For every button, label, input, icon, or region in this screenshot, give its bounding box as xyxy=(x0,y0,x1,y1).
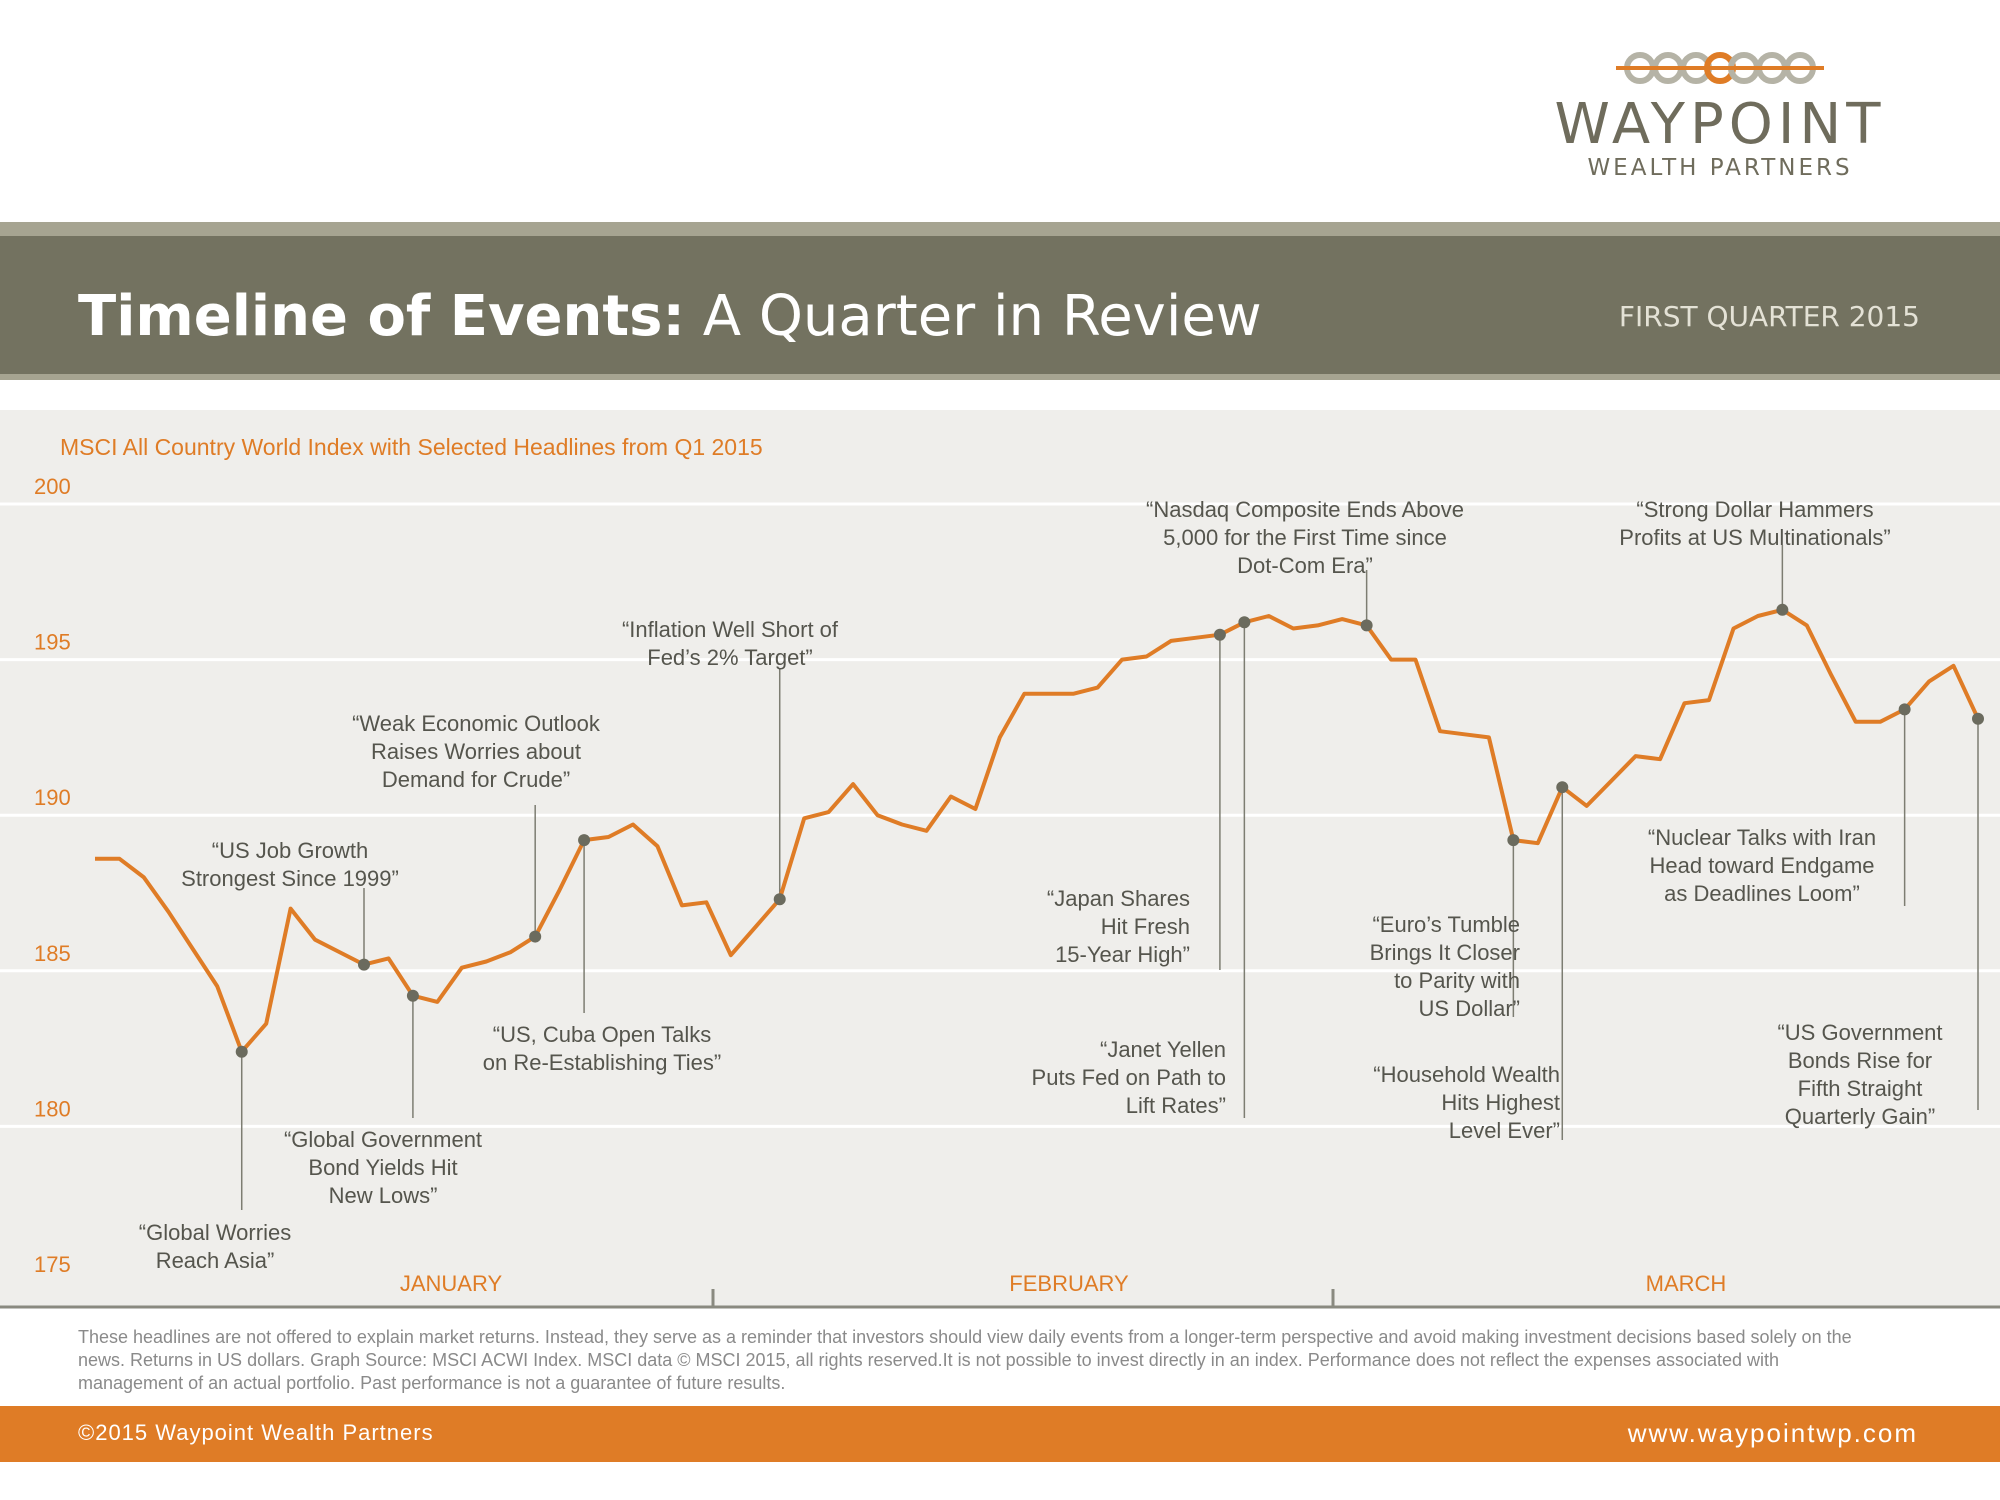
headline-marker xyxy=(529,930,542,943)
headline-label: Puts Fed on Path to xyxy=(1032,1065,1226,1090)
headline-label: Level Ever” xyxy=(1449,1118,1560,1143)
headline-marker xyxy=(1972,712,1984,725)
headline-label: “Inflation Well Short of xyxy=(622,617,839,642)
headline-label: Profits at US Multinationals” xyxy=(1619,525,1890,550)
headline-marker xyxy=(1776,603,1789,616)
footer-copyright: ©2015 Waypoint Wealth Partners xyxy=(78,1420,434,1445)
headline-label: Strongest Since 1999” xyxy=(181,866,399,891)
title-bar: Timeline of Events: A Quarter in Review … xyxy=(0,222,2000,380)
headline-marker xyxy=(1213,628,1226,641)
y-tick-label: 175 xyxy=(34,1252,71,1277)
waypoint-logo-icon xyxy=(1616,52,1824,84)
headline-marker xyxy=(1507,834,1520,847)
headline-label: Brings It Closer xyxy=(1370,940,1520,965)
y-tick-label: 200 xyxy=(34,474,71,499)
page-title-light: A Quarter in Review xyxy=(702,284,1262,349)
y-tick-label: 185 xyxy=(34,941,71,966)
headline-label: on Re-Establishing Ties” xyxy=(483,1050,721,1075)
x-month-label: MARCH xyxy=(1646,1271,1727,1296)
disclaimer: These headlines are not offered to expla… xyxy=(78,1327,1852,1393)
chart-title: MSCI All Country World Index with Select… xyxy=(60,434,763,460)
headline-label: “Global Government xyxy=(284,1127,482,1152)
headline-marker xyxy=(235,1045,248,1058)
headline-label: Bond Yields Hit xyxy=(308,1155,457,1180)
page-title-bold: Timeline of Events: xyxy=(78,284,685,349)
headline-label: to Parity with xyxy=(1394,968,1520,993)
y-tick-label: 195 xyxy=(34,630,71,655)
headline-label: Quarterly Gain” xyxy=(1785,1104,1935,1129)
headline-label: “Euro’s Tumble xyxy=(1372,912,1520,937)
headline-label: “Global Worries xyxy=(139,1220,291,1245)
headline-label: “US, Cuba Open Talks xyxy=(493,1022,711,1047)
headline-label: “US Job Growth xyxy=(212,838,369,863)
footer-url-link[interactable]: www.waypointwp.com xyxy=(1627,1418,1918,1448)
period-label: FIRST QUARTER 2015 xyxy=(1618,300,1920,333)
headline-label: Head toward Endgame xyxy=(1649,853,1874,878)
y-tick-label: 190 xyxy=(34,785,71,810)
headline-label: “Strong Dollar Hammers xyxy=(1636,497,1873,522)
headline-marker xyxy=(1898,703,1911,716)
headline-label: “US Government xyxy=(1777,1020,1942,1045)
x-month-label: JANUARY xyxy=(400,1271,503,1296)
headline-label: Fed’s 2% Target” xyxy=(647,645,813,670)
headline-marker xyxy=(578,834,591,847)
headline-label: “Japan Shares xyxy=(1047,886,1190,911)
headline-marker xyxy=(1556,781,1569,794)
chart-panel xyxy=(0,410,2000,1308)
headline-marker xyxy=(773,893,786,906)
series-line xyxy=(95,607,1980,1054)
headline-marker xyxy=(358,958,370,971)
headline-label: Raises Worries about xyxy=(371,739,581,764)
headline-label: “Nasdaq Composite Ends Above xyxy=(1146,497,1464,522)
x-month-label: FEBRUARY xyxy=(1009,1271,1129,1296)
page-title: Timeline of Events: A Quarter in Review xyxy=(78,284,1262,349)
headline-label: US Dollar” xyxy=(1419,996,1520,1021)
headline-label: “Weak Economic Outlook xyxy=(352,711,601,736)
headline-label: Reach Asia” xyxy=(156,1248,275,1273)
headline-label: 5,000 for the First Time since xyxy=(1163,525,1447,550)
footer-bar: ©2015 Waypoint Wealth Partners www.waypo… xyxy=(0,1406,2000,1462)
headline-label: “Household Wealth xyxy=(1373,1062,1560,1087)
headline-marker xyxy=(1360,619,1373,632)
y-tick-label: 180 xyxy=(34,1096,71,1121)
headline-label: 15-Year High” xyxy=(1055,942,1190,967)
logo-subtitle: WEALTH PARTNERS xyxy=(1587,155,1853,181)
headline-label: Demand for Crude” xyxy=(382,767,570,792)
headline-label: Hit Fresh xyxy=(1101,914,1190,939)
headline-label: as Deadlines Loom” xyxy=(1664,881,1860,906)
headline-label: Dot-Com Era” xyxy=(1237,553,1373,578)
headline-label: Fifth Straight xyxy=(1798,1076,1923,1101)
headline-marker xyxy=(1238,616,1251,629)
headline-label: “Nuclear Talks with Iran xyxy=(1648,825,1876,850)
headline-label: “Janet Yellen xyxy=(1100,1037,1226,1062)
headline-marker xyxy=(406,989,419,1002)
headline-label: Bonds Rise for xyxy=(1788,1048,1932,1073)
headline-label: New Lows” xyxy=(329,1183,438,1208)
headline-label: Hits Highest xyxy=(1441,1090,1560,1115)
logo: WAYPOINT WEALTH PARTNERS xyxy=(1530,40,1910,200)
headline-label: Lift Rates” xyxy=(1126,1093,1226,1118)
logo-name: WAYPOINT xyxy=(1554,92,1886,157)
